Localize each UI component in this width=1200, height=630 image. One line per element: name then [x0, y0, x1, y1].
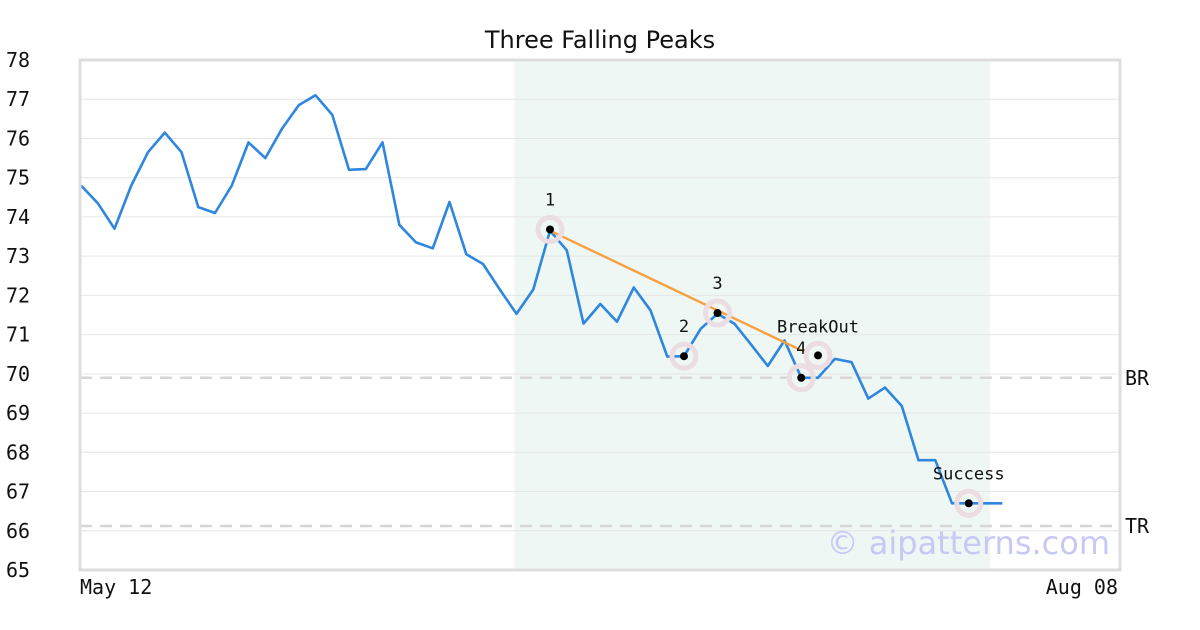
y-tick-label: 66	[6, 519, 30, 543]
y-tick-label: 67	[6, 480, 30, 504]
marker-label-success: Success	[933, 464, 1005, 484]
marker-halo-1	[535, 214, 565, 244]
marker-halo-4	[786, 363, 816, 393]
y-tick-label: 71	[6, 323, 30, 347]
marker-label-3: 3	[712, 274, 722, 294]
series-layer	[80, 94, 1003, 505]
marker-dot-success	[964, 499, 973, 508]
y-tick-label: 68	[6, 440, 30, 464]
falling-peaks-trendline	[549, 229, 802, 352]
y-tick-label: 69	[6, 401, 30, 425]
marker-label-4: 4	[796, 339, 806, 359]
y-tick-label: 75	[6, 166, 30, 190]
y-tick-label: 70	[6, 362, 30, 386]
pattern-band-layer	[514, 60, 991, 570]
marker-halo-success	[954, 488, 984, 518]
pattern-band	[514, 60, 991, 570]
level-label-br: BR	[1125, 366, 1150, 390]
y-tick-label: 65	[6, 558, 30, 582]
marker-label-1: 1	[545, 190, 555, 210]
marker-dot-breakout	[814, 351, 822, 360]
chart-title: Three Falling Peaks	[484, 26, 715, 54]
marker-dot-3	[713, 309, 722, 318]
x-tick-label: Aug 08	[1046, 575, 1118, 599]
y-tick-label: 74	[6, 205, 30, 229]
marker-halo-breakout	[803, 340, 833, 370]
axes: 65 66 67 68 69 70 71 72 73 74 75 76 77 78 May 12 Aug 08	[6, 48, 1118, 599]
gridlines	[80, 98, 1120, 532]
marker-dot-2	[680, 352, 688, 361]
marker-label-2: 2	[679, 317, 689, 337]
y-tick-label: 78	[6, 48, 30, 72]
level-label-tr: TR	[1125, 514, 1150, 538]
y-tick-label: 73	[6, 244, 30, 268]
watermark: © aipatterns.com	[827, 524, 1110, 562]
marker-halo-2	[669, 341, 699, 371]
marker-dot-1	[546, 225, 554, 234]
level-lines: BR TR	[80, 366, 1150, 538]
marker-label-breakout: BreakOut	[777, 317, 859, 337]
plot-frame	[78, 58, 1122, 572]
y-tick-label: 76	[6, 126, 30, 150]
y-tick-label: 72	[6, 283, 30, 307]
marker-halo-3	[703, 298, 732, 328]
x-tick-label: May 12	[80, 575, 152, 599]
price-series-line	[80, 94, 1003, 505]
y-tick-label: 77	[6, 87, 30, 111]
marker-dot-4	[797, 373, 806, 382]
